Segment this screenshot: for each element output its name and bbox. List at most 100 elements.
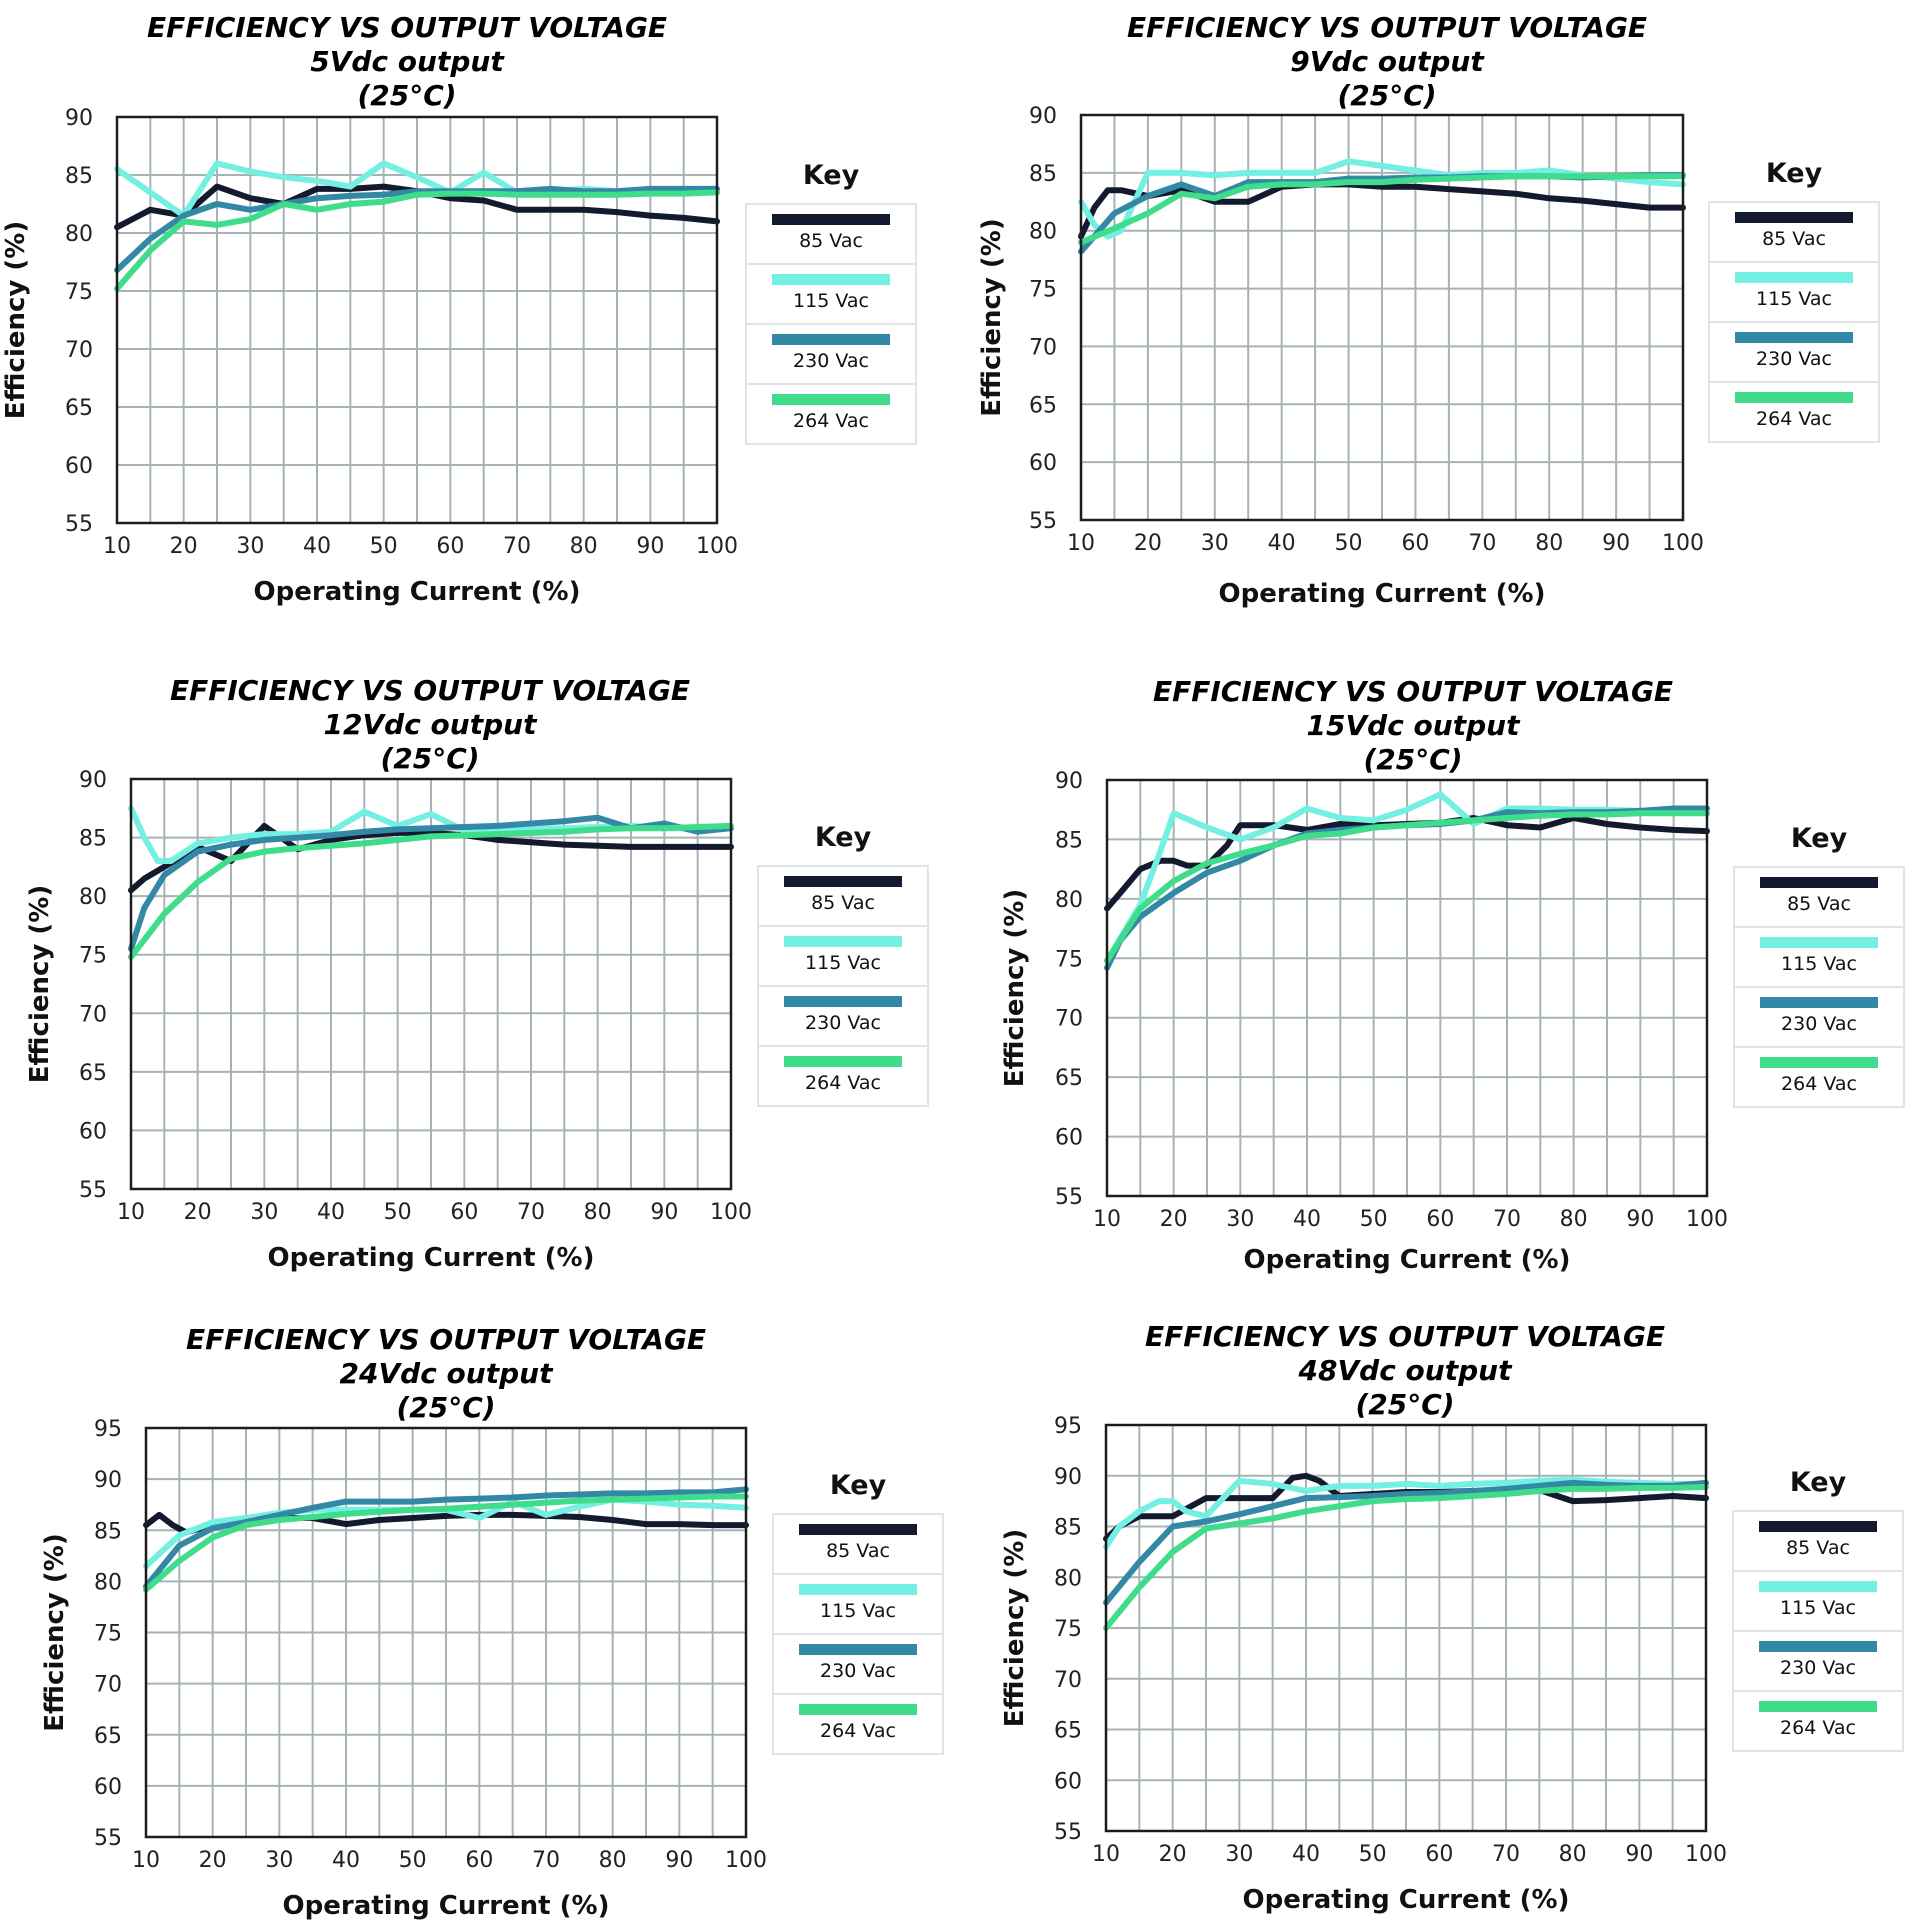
y-tick-label: 55	[1054, 1820, 1082, 1845]
legend: Key 85 Vac 115 Vac 230 Vac 264 Vac	[757, 822, 929, 1107]
legend-label: 85 Vac	[811, 892, 875, 914]
legend-swatch	[1760, 877, 1878, 888]
chart-title-line: EFFICIENCY VS OUTPUT VOLTAGE	[147, 11, 667, 44]
y-tick-label: 85	[1029, 162, 1057, 187]
legend-swatch	[799, 1704, 917, 1715]
x-tick-label: 60	[465, 1848, 493, 1873]
x-tick-label: 60	[1425, 1842, 1453, 1867]
x-tick-label: 20	[184, 1200, 212, 1225]
chart-title-line: (25°C)	[1363, 743, 1462, 776]
legend-swatch	[772, 394, 890, 405]
y-tick-label: 90	[1055, 769, 1083, 794]
legend-swatch	[1759, 1701, 1877, 1712]
legend-title: Key	[1791, 823, 1848, 854]
x-tick-label: 20	[1159, 1842, 1187, 1867]
y-tick-label: 65	[79, 1061, 107, 1086]
legend: Key 85 Vac 115 Vac 230 Vac 264 Vac	[1733, 823, 1905, 1108]
legend-title: Key	[1766, 158, 1823, 189]
x-tick-label: 100	[1662, 531, 1704, 556]
legend-swatch	[1760, 937, 1878, 948]
y-tick-label: 85	[65, 164, 93, 189]
x-tick-label: 40	[1292, 1842, 1320, 1867]
x-tick-label: 20	[199, 1848, 227, 1873]
x-tick-label: 90	[1626, 1207, 1654, 1232]
legend-label: 230 Vac	[793, 350, 869, 372]
y-tick-label: 75	[65, 280, 93, 305]
y-tick-label: 75	[79, 944, 107, 969]
y-tick-label: 65	[1029, 393, 1057, 418]
legend-label: 115 Vac	[793, 290, 869, 312]
x-tick-label: 40	[1268, 531, 1296, 556]
series-line-264-vac	[1104, 810, 1710, 964]
x-tick-label: 50	[1359, 1842, 1387, 1867]
y-tick-label: 65	[1055, 1066, 1083, 1091]
y-axis-label: Efficiency (%)	[25, 885, 55, 1083]
legend-swatch	[784, 996, 902, 1007]
x-tick-label: 70	[517, 1200, 545, 1225]
y-tick-label: 90	[79, 768, 107, 793]
plot-area	[129, 777, 733, 1191]
x-tick-label: 80	[599, 1848, 627, 1873]
plot-area	[1079, 113, 1685, 522]
chart-title-line: EFFICIENCY VS OUTPUT VOLTAGE	[186, 1323, 706, 1356]
y-tick-label: 60	[94, 1775, 122, 1800]
x-tick-label: 10	[1067, 531, 1095, 556]
legend-label: 115 Vac	[1781, 953, 1857, 975]
legend-label: 264 Vac	[1781, 1073, 1857, 1095]
y-tick-label: 75	[94, 1622, 122, 1647]
x-tick-label: 30	[250, 1200, 278, 1225]
x-tick-label: 90	[665, 1848, 693, 1873]
chart-title-line: 9Vdc output	[1290, 45, 1485, 78]
chart-title-line: EFFICIENCY VS OUTPUT VOLTAGE	[170, 674, 690, 707]
x-tick-label: 30	[265, 1848, 293, 1873]
chart-title-line: 48Vdc output	[1298, 1354, 1514, 1387]
legend-swatch	[799, 1584, 917, 1595]
x-tick-label: 70	[1468, 531, 1496, 556]
y-tick-label: 60	[79, 1119, 107, 1144]
x-tick-label: 90	[650, 1200, 678, 1225]
legend-label: 85 Vac	[1787, 893, 1851, 915]
legend-swatch	[1735, 392, 1853, 403]
y-tick-label: 80	[1055, 888, 1083, 913]
y-tick-label: 70	[1029, 335, 1057, 360]
y-tick-label: 55	[1055, 1185, 1083, 1210]
x-tick-label: 90	[636, 534, 664, 559]
y-axis-label: Efficiency (%)	[1000, 889, 1030, 1087]
y-tick-label: 60	[1029, 451, 1057, 476]
chart-title-line: 5Vdc output	[310, 45, 505, 78]
legend: Key 85 Vac 115 Vac 230 Vac 264 Vac	[772, 1470, 944, 1755]
x-tick-label: 10	[117, 1200, 145, 1225]
legend-swatch	[784, 876, 902, 887]
x-tick-label: 70	[532, 1848, 560, 1873]
chart-title-line: EFFICIENCY VS OUTPUT VOLTAGE	[1145, 1320, 1665, 1353]
legend-label: 115 Vac	[1780, 1597, 1856, 1619]
x-tick-label: 50	[384, 1200, 412, 1225]
series-line-264-vac	[114, 189, 720, 292]
x-tick-label: 100	[725, 1848, 767, 1873]
legend-label: 264 Vac	[793, 410, 869, 432]
x-tick-label: 100	[1685, 1842, 1727, 1867]
y-tick-label: 75	[1055, 947, 1083, 972]
series-line-115-vac	[1078, 158, 1686, 240]
legend-swatch	[772, 274, 890, 285]
legend-label: 115 Vac	[820, 1600, 896, 1622]
y-tick-label: 55	[1029, 509, 1057, 534]
legend-swatch	[1760, 997, 1878, 1008]
x-tick-label: 30	[236, 534, 264, 559]
legend-swatch	[1735, 272, 1853, 283]
legend-swatch	[799, 1644, 917, 1655]
x-tick-label: 10	[1092, 1842, 1120, 1867]
legend-swatch	[772, 334, 890, 345]
series-line-115-vac	[1103, 1476, 1709, 1550]
x-axis-label: Operating Current (%)	[283, 1891, 610, 1921]
x-axis-label: Operating Current (%)	[268, 1243, 595, 1273]
y-tick-label: 95	[1054, 1414, 1082, 1439]
legend-label: 85 Vac	[799, 230, 863, 252]
legend-label: 85 Vac	[1786, 1537, 1850, 1559]
plot-area	[1105, 778, 1709, 1198]
legend-title: Key	[815, 822, 872, 853]
y-tick-label: 75	[1054, 1617, 1082, 1642]
x-tick-label: 60	[1401, 531, 1429, 556]
chart-title-line: 15Vdc output	[1307, 709, 1522, 742]
